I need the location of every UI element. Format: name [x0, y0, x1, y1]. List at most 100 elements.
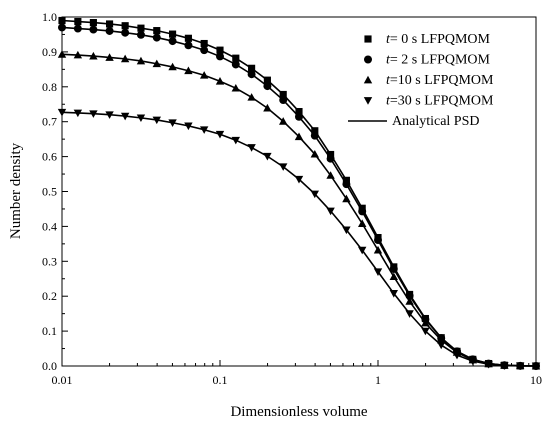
legend-marker-3 [363, 75, 373, 84]
series-3-point [437, 335, 446, 344]
series-1-point [311, 127, 319, 135]
series-2-point [200, 46, 209, 55]
series-4-point [168, 119, 177, 127]
x-tick-label: 1 [375, 373, 381, 387]
series-1-point [263, 76, 271, 84]
series-1-point [216, 46, 224, 54]
legend-label-analytical: Analytical PSD [392, 114, 480, 129]
series-3-point [357, 219, 367, 227]
series-2-point [310, 131, 319, 140]
legend-label-3: t=10 s LFPQMOM [386, 73, 494, 88]
series-2-point [168, 37, 177, 46]
series-2-point [89, 25, 98, 34]
series-1-point [137, 24, 145, 32]
x-tick-label: 0.1 [213, 373, 228, 387]
series-2-point [136, 30, 145, 39]
y-tick-label: 0.1 [42, 324, 57, 338]
series-1-point [121, 22, 129, 30]
series-2-point [389, 264, 398, 273]
x-tick-label: 10 [530, 373, 542, 387]
series-2-point [263, 82, 272, 91]
series-4-point [105, 111, 114, 119]
series-3-point [89, 51, 98, 60]
series-2-point [184, 41, 193, 50]
series-4-point [279, 163, 288, 171]
series-4-point [468, 357, 478, 366]
series-3-point [279, 117, 288, 125]
series-2-point [326, 154, 335, 163]
tick-labels: 0.0 0.1 0.2 0.3 0.4 0.5 0.6 0.7 0.8 0.9 1.0 0.01 0.1… [42, 10, 542, 387]
series-2-point [231, 60, 240, 69]
series-4-point [437, 341, 446, 350]
axis-ticks [61, 16, 537, 367]
series-4-point [389, 290, 398, 298]
series-4-point [89, 110, 98, 118]
series-4-point [152, 116, 161, 125]
series-4-point [310, 190, 319, 199]
series-1-point [89, 19, 97, 27]
series-1-point [169, 30, 177, 38]
series-1-point [279, 90, 287, 99]
series-3-point [294, 132, 304, 141]
series-3-point [184, 66, 193, 75]
series-4-point [215, 130, 225, 139]
legend-label-4: t=30 s LFPQMOM [386, 94, 494, 109]
series-2-point [374, 236, 382, 245]
series-3-point [152, 59, 161, 68]
y-tick-label: 0.8 [42, 80, 57, 94]
series-3-point [310, 149, 319, 158]
y-tick-label: 1.0 [42, 10, 57, 24]
series-4-point [120, 112, 130, 121]
y-tick-label: 0.3 [42, 254, 57, 268]
x-axis-title: Dimensionless volume [230, 404, 367, 420]
series-4-point [357, 246, 367, 255]
y-tick-label: 0.5 [42, 185, 57, 199]
series-3-point [326, 171, 335, 179]
series-1-point [200, 39, 208, 48]
legend-marker-4 [363, 97, 373, 105]
y-axis-title: Number density [8, 142, 24, 239]
series-4-point [373, 268, 383, 276]
series-2-point [121, 28, 130, 37]
x-tick-label: 0.01 [52, 373, 73, 387]
series-3-point [215, 77, 225, 85]
series-2-point [73, 24, 82, 33]
series-4-point [136, 114, 146, 123]
series-3-point [136, 56, 146, 65]
series-4-point [421, 327, 430, 336]
series-2-point [342, 180, 351, 189]
series-3-point [405, 297, 414, 305]
y-tick-label: 0.4 [42, 219, 57, 233]
legend-marker-1 [364, 35, 372, 43]
series-4-point [247, 144, 256, 152]
series-3-point [389, 272, 398, 281]
series-3-point [421, 318, 430, 327]
series-4-point [73, 109, 83, 118]
series-2-point [358, 207, 367, 216]
series-2-point [295, 112, 303, 121]
series-4-point [231, 136, 241, 145]
y-tick-label: 0.6 [42, 150, 57, 164]
series-2-point [152, 33, 161, 42]
legend-label-1: t= 0 s LFPQMOM [386, 32, 491, 47]
series-1-point [295, 108, 303, 116]
series-4-point [263, 152, 272, 161]
series-3-point [231, 83, 241, 92]
y-tick-label: 0.9 [42, 45, 57, 59]
series-2-point [247, 70, 256, 79]
series-1-point [153, 27, 161, 35]
series-3-point [199, 71, 209, 79]
series-3-point [373, 245, 383, 254]
series-3-point [168, 62, 177, 71]
series-3-point [105, 53, 114, 61]
series-3-point [342, 194, 351, 203]
series-4-point [405, 310, 414, 318]
series-1-point [327, 150, 335, 159]
series-1-point [232, 54, 240, 62]
legend-label-2: t= 2 s LFPQMOM [386, 53, 491, 68]
y-tick-label: 0.0 [42, 359, 57, 373]
series-1-point [105, 20, 114, 28]
series-4-point [452, 351, 462, 360]
